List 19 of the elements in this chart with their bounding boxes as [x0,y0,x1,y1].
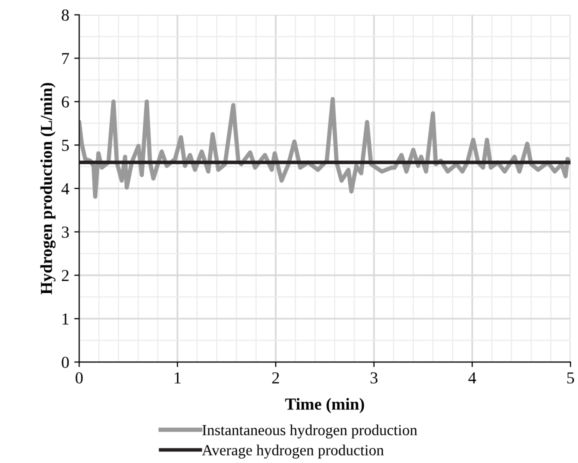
y-tick-label: 3 [62,226,69,238]
x-tick-label: 2 [272,372,279,384]
y-tick-label: 5 [62,140,69,151]
y-axis-title: Hydrogen production (L/min) [40,82,56,294]
x-tick-label: 3 [370,372,378,384]
y-tick-label: 1 [62,313,68,324]
legend-label: Average hydrogen production [202,444,384,459]
x-tick-label: 1 [174,372,181,384]
y-tick-label: 0 [62,356,69,368]
y-tick-label: 4 [61,183,70,194]
y-tick-label: 6 [62,96,69,108]
y-tick-label: 2 [62,270,69,282]
x-tick-label: 0 [76,372,83,384]
x-tick-label: 4 [468,372,476,384]
x-axis-title: Time (min) [285,398,364,414]
x-tick-label: 5 [567,372,574,384]
y-tick-label: 8 [62,10,69,21]
legend-label: Instantaneous hydrogen production [202,424,418,438]
y-tick-label: 7 [62,53,69,64]
